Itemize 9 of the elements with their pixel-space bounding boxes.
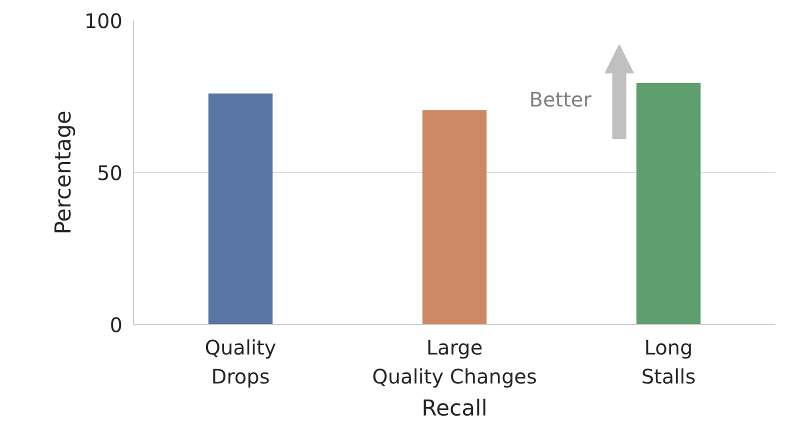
annotation: Better <box>529 88 592 112</box>
x-tick-label: Quality Drops <box>204 336 276 388</box>
x-tick-label: Large Quality Changes <box>372 336 537 388</box>
y-axis-title: Percentage <box>51 110 76 234</box>
y-tick-label: 50 <box>97 161 123 185</box>
y-tick-label: 0 <box>110 313 123 337</box>
x-tick-label: Long Stalls <box>641 336 696 388</box>
x-axis-title: Recall <box>422 396 488 422</box>
y-tick-label: 100 <box>84 9 123 33</box>
